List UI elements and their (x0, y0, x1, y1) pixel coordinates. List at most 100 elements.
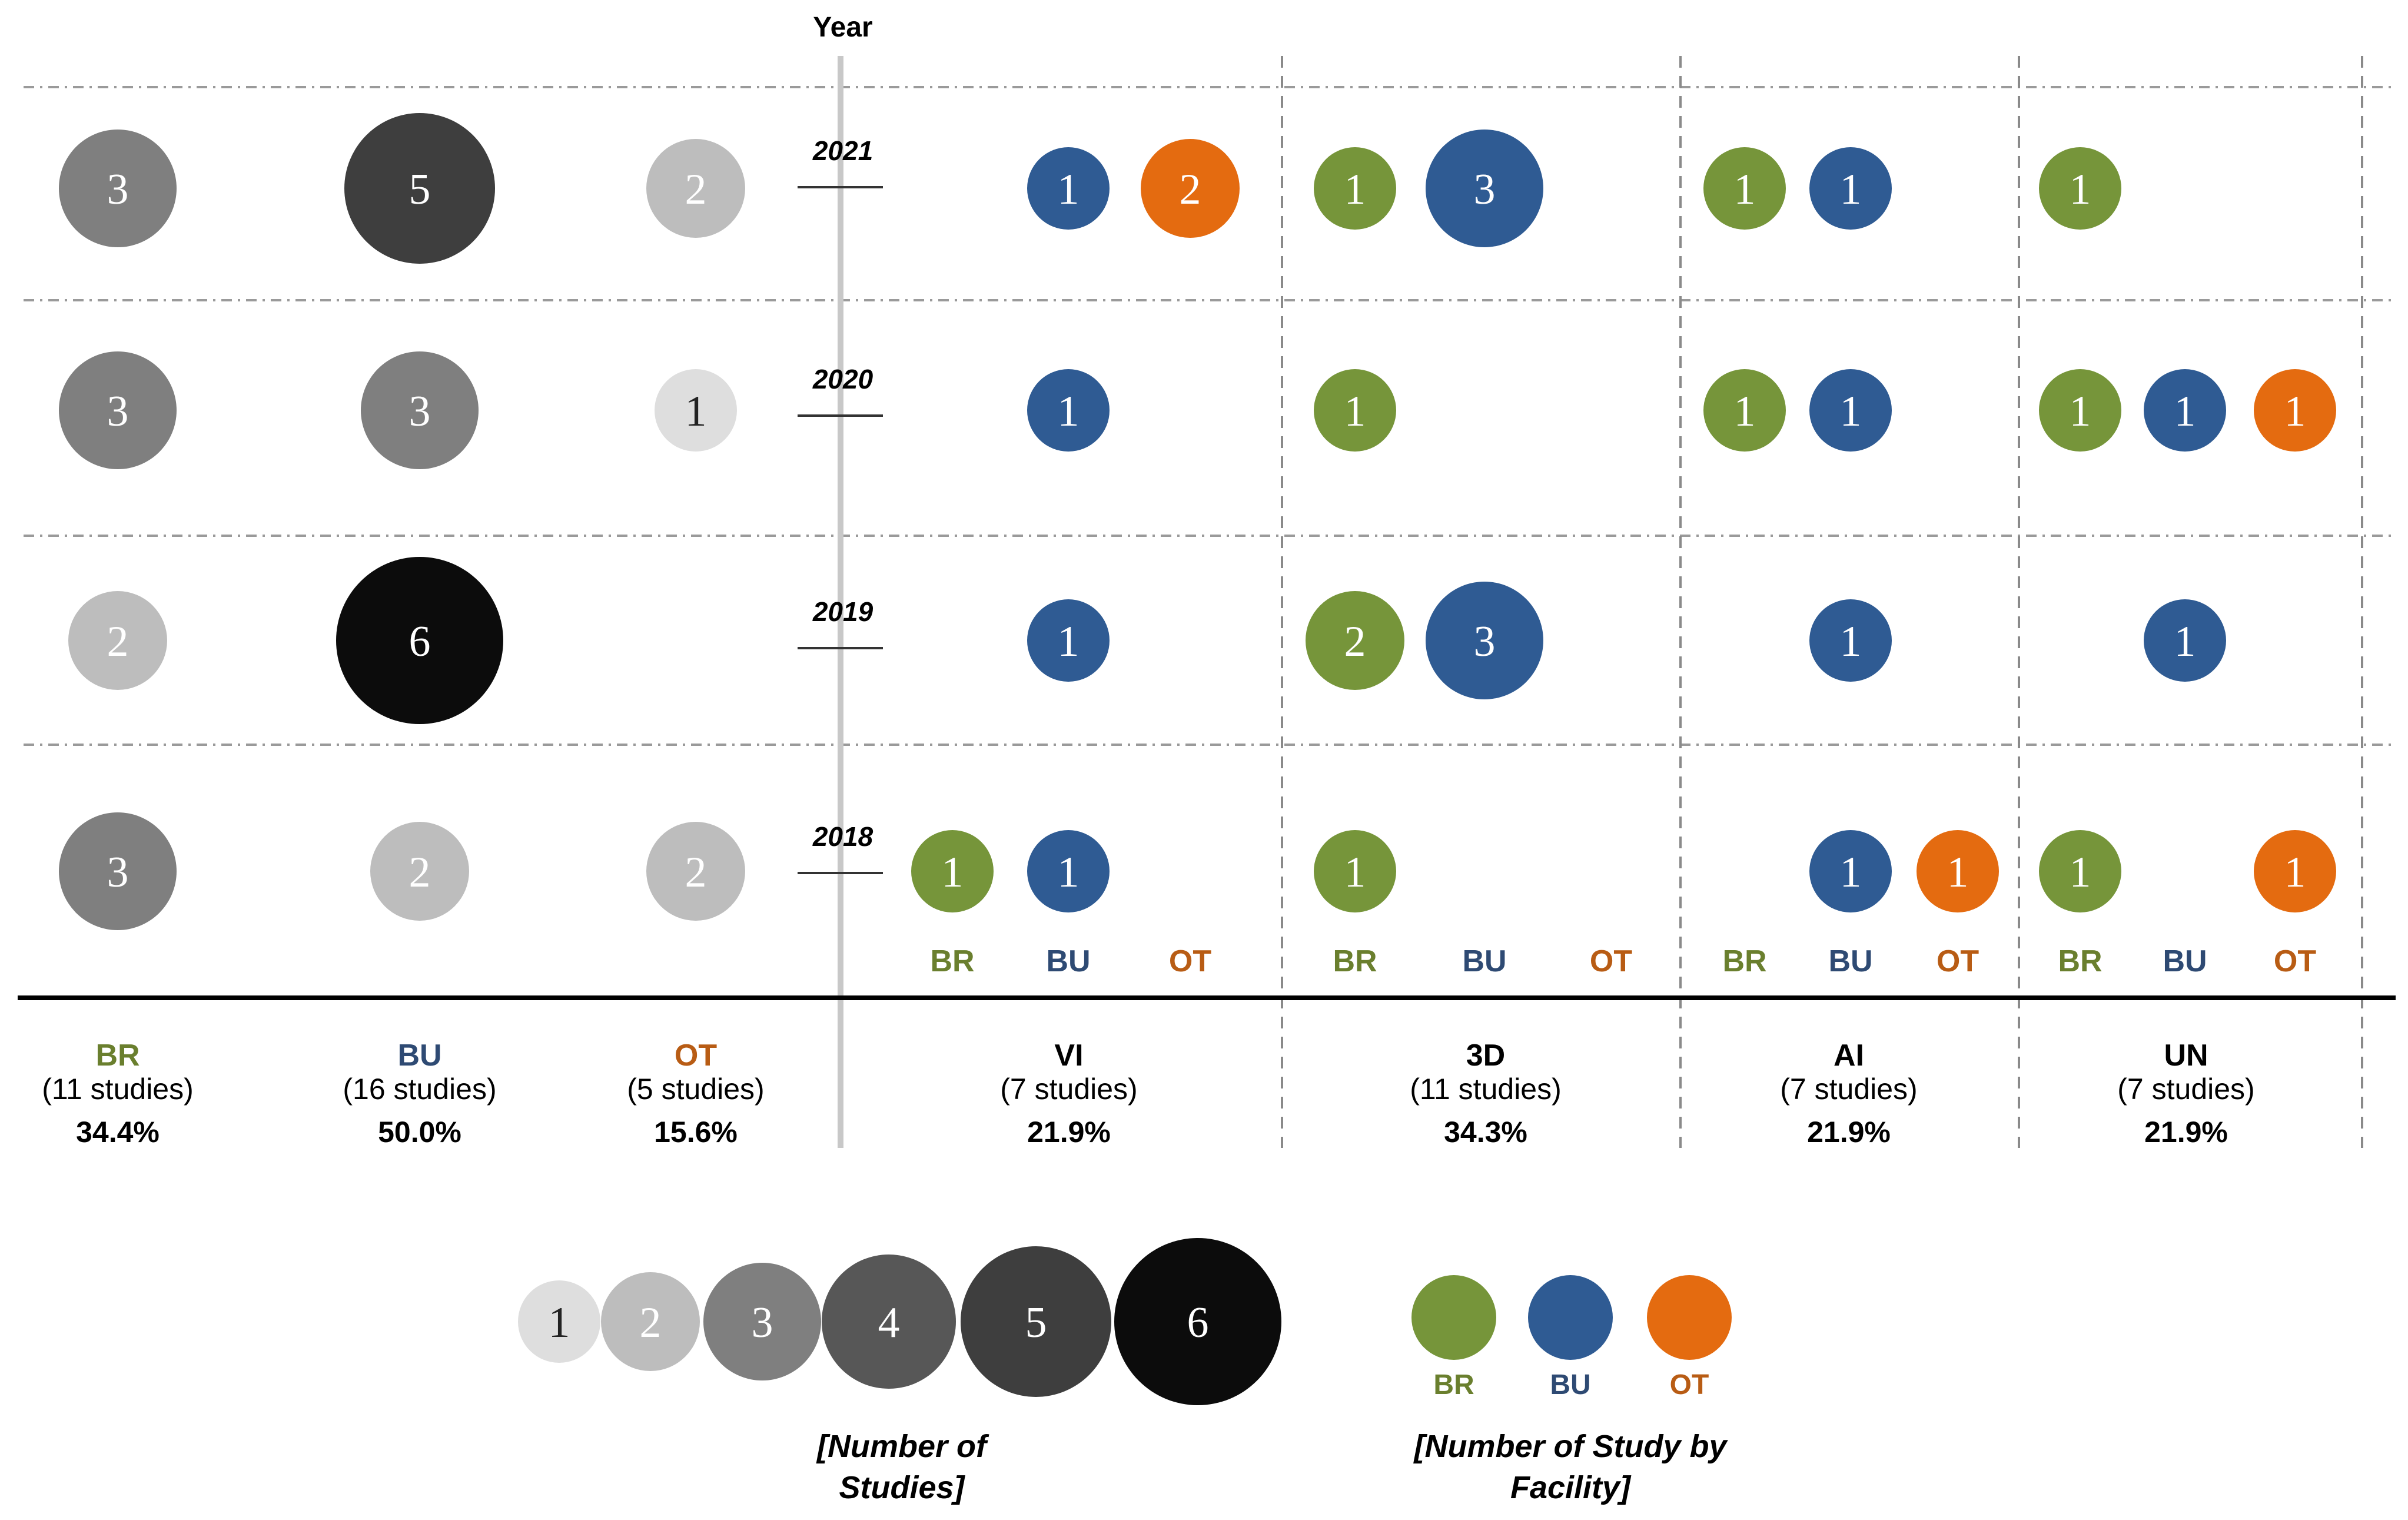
bubble-vi-bu-2019 (1027, 599, 1110, 682)
bubble-un-br-2018 (2039, 830, 2121, 912)
year-label-2020: 2020 (812, 364, 873, 394)
bubble-un-br-2020 (2039, 369, 2121, 452)
bubble-br-2021-label: 3 (107, 165, 129, 214)
type-percent-br: 34.4% (76, 1116, 160, 1149)
tech-studies-ai: (7 studies) (1780, 1073, 1917, 1106)
bubble-bu-2020-label: 3 (409, 387, 431, 436)
bubble-br-2018 (59, 812, 177, 930)
bubble-br-2020-label: 3 (107, 387, 129, 436)
type-code-ot: OT (675, 1038, 717, 1073)
bubble-ot-2021 (646, 139, 745, 238)
bubble-ai-bu-2020 (1809, 369, 1892, 452)
bubble-3d-bu-2019 (1426, 582, 1543, 699)
legend-facility-br (1411, 1275, 1496, 1360)
type-code-bu: BU (397, 1038, 441, 1073)
bubble-ai-br-2021-label: 1 (1734, 165, 1756, 214)
bubble-bu-2019-label: 6 (409, 618, 431, 666)
bubble-un-bu-2020 (2144, 369, 2226, 452)
bubble-ai-ot-2018-label: 1 (1947, 848, 1969, 897)
bubble-ot-2020-label: 1 (685, 387, 707, 436)
facility-label-3d-bu: BU (1462, 944, 1506, 978)
bubble-vi-bu-2021 (1027, 147, 1110, 230)
bubble-3d-br-2019 (1306, 591, 1404, 690)
bubble-3d-bu-2021-label: 3 (1474, 165, 1496, 214)
legend-count-title-line-1: [Number of (816, 1429, 989, 1464)
tech-code-un: UN (2164, 1038, 2208, 1073)
bubble-br-2019-label: 2 (107, 618, 129, 666)
bubble-br-2018-label: 3 (107, 848, 129, 897)
type-code-br: BR (95, 1038, 140, 1073)
year-label-2018: 2018 (812, 821, 873, 852)
facility-label-ai-br: BR (1722, 944, 1766, 978)
type-studies-bu: (16 studies) (343, 1073, 496, 1106)
bubble-3d-bu-2019-label: 3 (1474, 618, 1496, 666)
bubble-vi-bu-2020-label: 1 (1058, 387, 1080, 436)
bubble-ot-2021-label: 2 (685, 165, 707, 214)
legend-count-1 (518, 1280, 600, 1363)
legend-facility-bu (1528, 1275, 1613, 1360)
type-studies-br: (11 studies) (42, 1073, 194, 1106)
type-studies-ot: (5 studies) (627, 1073, 764, 1106)
bubble-ot-2018-label: 2 (685, 848, 707, 897)
type-percent-ot: 15.6% (654, 1116, 738, 1149)
bubble-vi-br-2018 (911, 830, 994, 912)
bubble-un-bu-2020-label: 1 (2174, 387, 2196, 436)
tech-studies-vi: (7 studies) (1000, 1073, 1137, 1106)
bubble-bu-2021-label: 5 (409, 165, 431, 214)
legend-facility-label-bu: BU (1550, 1369, 1590, 1400)
tech-percent-3d: 34.3% (1444, 1116, 1527, 1149)
bubble-3d-br-2021-label: 1 (1344, 165, 1366, 214)
bubble-bu-2018-label: 2 (409, 848, 431, 897)
facility-label-un-br: BR (2058, 944, 2102, 978)
tech-code-vi: VI (1054, 1038, 1083, 1073)
legend-count-3 (703, 1263, 821, 1380)
bubble-vi-ot-2021 (1141, 139, 1240, 238)
bubble-bu-2020 (361, 351, 479, 469)
facility-label-ai-bu: BU (1828, 944, 1872, 978)
type-percent-bu: 50.0% (378, 1116, 461, 1149)
legend-facility-label-ot: OT (1670, 1369, 1709, 1400)
tech-studies-3d: (11 studies) (1410, 1073, 1562, 1106)
tech-code-ai: AI (1834, 1038, 1864, 1073)
grid-lines (18, 56, 2396, 1148)
legend-facility-title-line-1: [Number of Study by (1413, 1429, 1728, 1464)
facility-label-3d-br: BR (1333, 944, 1377, 978)
legend-count-4-label: 4 (878, 1299, 900, 1347)
tech-percent-vi: 21.9% (1027, 1116, 1111, 1149)
facility-label-un-bu: BU (2163, 944, 2207, 978)
legend-facility-ot (1647, 1275, 1732, 1360)
legend-count-5 (961, 1246, 1111, 1397)
bubble-br-2020 (59, 351, 177, 469)
tech-percent-ai: 21.9% (1807, 1116, 1891, 1149)
bubble-ai-bu-2018 (1809, 830, 1892, 912)
bubble-vi-bu-2018 (1027, 830, 1110, 912)
bubble-ai-bu-2019-label: 1 (1840, 618, 1862, 666)
bubble-un-ot-2020-label: 1 (2284, 387, 2306, 436)
year-label-2021: 2021 (812, 135, 873, 166)
year-label-2019: 2019 (812, 596, 873, 627)
bubble-vi-bu-2019-label: 1 (1058, 618, 1080, 666)
bubble-ot-2018 (646, 822, 745, 921)
bubble-3d-br-2021 (1314, 147, 1396, 230)
bubble-3d-br-2020-label: 1 (1344, 387, 1366, 436)
bubble-un-bu-2019-label: 1 (2174, 618, 2196, 666)
bubble-ai-br-2021 (1703, 147, 1786, 230)
legend-facility-title-line-2: Facility] (1510, 1470, 1632, 1505)
facility-label-vi-bu: BU (1046, 944, 1090, 978)
bubble-un-br-2020-label: 1 (2070, 387, 2091, 436)
tech-percent-un: 21.9% (2144, 1116, 2228, 1149)
facility-label-ai-ot: OT (1937, 944, 1979, 978)
legend-facility-label-br: BR (1433, 1369, 1474, 1400)
facility-label-3d-ot: OT (1590, 944, 1632, 978)
facility-label-un-ot: OT (2274, 944, 2316, 978)
bubble-vi-br-2018-label: 1 (942, 848, 964, 897)
bubble-bu-2018 (370, 822, 469, 921)
bubble-un-ot-2018-label: 1 (2284, 848, 2306, 897)
y-axis-label: Year (813, 12, 872, 43)
bubble-3d-br-2019-label: 2 (1344, 618, 1366, 666)
bubble-3d-br-2018-label: 1 (1344, 848, 1366, 897)
bubble-bu-2019 (336, 557, 503, 724)
legend-count-6 (1114, 1238, 1281, 1405)
